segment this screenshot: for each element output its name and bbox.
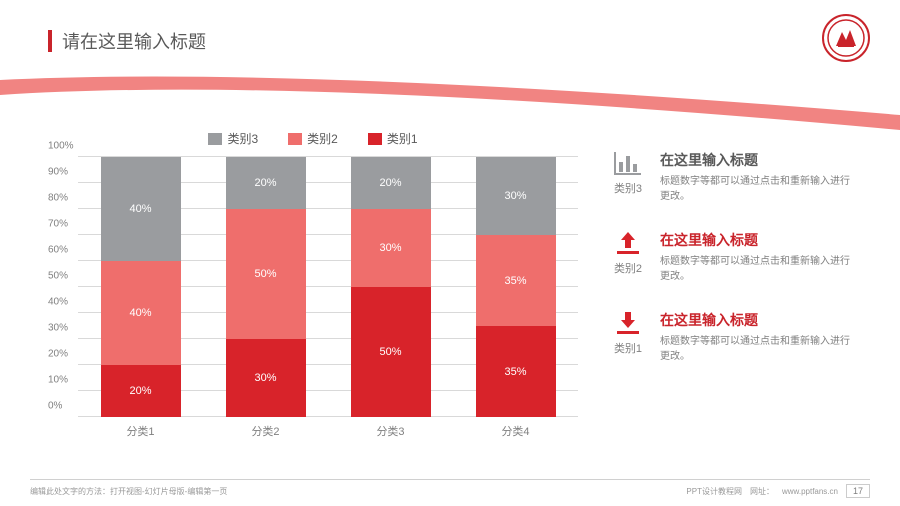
info-text: 在这里输入标题 标题数字等都可以通过点击和重新输入进行更改。 [660,150,858,204]
bar-segment: 40% [101,261,181,365]
x-label: 分类3 [376,423,404,439]
footer-hint: 编辑此处文字的方法：打开视图-幻灯片母版-编辑第一页 [30,486,227,497]
y-tick: 0% [48,401,62,412]
content-area: 类别3 类别2 类别1 0%10%20%30%40%50%60%70%80%90… [48,130,858,450]
chart-plot: 0%10%20%30%40%50%60%70%80%90%100%40%40%2… [78,157,578,417]
x-label: 分类1 [126,423,154,439]
legend-swatch [288,133,302,145]
bar-group: 20%50%30% [226,157,306,417]
y-tick: 70% [48,219,68,230]
bar-segment: 20% [101,365,181,417]
info-desc: 标题数字等都可以通过点击和重新输入进行更改。 [660,334,858,364]
bar-segment: 50% [351,287,431,417]
bars-container: 40%40%20%20%50%30%20%30%50%30%35%35% [78,157,578,417]
header: 请在这里输入标题 [48,28,206,54]
info-title: 在这里输入标题 [660,310,858,330]
info-desc: 标题数字等都可以通过点击和重新输入进行更改。 [660,174,858,204]
upload-icon: 类别2 [608,230,648,284]
footer-brand: PPT设计教程网 [686,486,742,497]
info-block-1: 类别1 在这里输入标题 标题数字等都可以通过点击和重新输入进行更改。 [608,310,858,364]
y-tick: 20% [48,349,68,360]
footer: 编辑此处文字的方法：打开视图-幻灯片母版-编辑第一页 PPT设计教程网 网址： … [0,484,900,498]
footer-right: PPT设计教程网 网址： www.pptfans.cn 17 [686,484,870,498]
y-tick: 100% [48,141,74,152]
bar-segment: 20% [351,157,431,209]
y-tick: 90% [48,167,68,178]
info-title: 在这里输入标题 [660,230,858,250]
chart-x-labels: 分类1 分类2 分类3 分类4 [78,423,578,439]
legend-item-1: 类别1 [368,130,418,147]
info-panel: 类别3 在这里输入标题 标题数字等都可以通过点击和重新输入进行更改。 类别2 在… [578,130,858,450]
info-title: 在这里输入标题 [660,150,858,170]
y-tick: 30% [48,323,68,334]
legend-swatch [368,133,382,145]
bar-segment: 20% [226,157,306,209]
logo [822,14,870,62]
bar-segment: 50% [226,209,306,339]
y-tick: 40% [48,297,68,308]
bar-group: 40%40%20% [101,157,181,417]
bar-group: 30%35%35% [476,157,556,417]
download-icon: 类别1 [608,310,648,364]
legend-item-2: 类别2 [288,130,338,147]
bar-group: 20%30%50% [351,157,431,417]
slide: 请在这里输入标题 类别3 类别2 类别1 0%10%20%30%40%50%60… [0,0,900,506]
stacked-bar-chart: 类别3 类别2 类别1 0%10%20%30%40%50%60%70%80%90… [48,130,578,450]
bar-segment: 35% [476,235,556,326]
x-label: 分类2 [251,423,279,439]
info-block-3: 类别3 在这里输入标题 标题数字等都可以通过点击和重新输入进行更改。 [608,150,858,204]
y-tick: 50% [48,271,68,282]
info-text: 在这里输入标题 标题数字等都可以通过点击和重新输入进行更改。 [660,230,858,284]
bar-segment: 30% [476,157,556,235]
bar-segment: 40% [101,157,181,261]
y-tick: 10% [48,375,68,386]
y-tick: 60% [48,245,68,256]
legend-swatch [208,133,222,145]
page-title: 请在这里输入标题 [62,28,206,54]
info-text: 在这里输入标题 标题数字等都可以通过点击和重新输入进行更改。 [660,310,858,364]
footer-divider [30,479,870,480]
x-label: 分类4 [501,423,529,439]
info-block-2: 类别2 在这里输入标题 标题数字等都可以通过点击和重新输入进行更改。 [608,230,858,284]
page-number: 17 [846,484,870,498]
legend-item-3: 类别3 [208,130,258,147]
bar-segment: 35% [476,326,556,417]
chart-legend: 类别3 类别2 类别1 [48,130,578,147]
info-desc: 标题数字等都可以通过点击和重新输入进行更改。 [660,254,858,284]
y-tick: 80% [48,193,68,204]
footer-url: www.pptfans.cn [782,487,838,496]
header-accent-bar [48,30,52,52]
footer-url-label: 网址： [750,486,774,497]
bar-segment: 30% [226,339,306,417]
bar-segment: 30% [351,209,431,287]
swoosh-decoration [0,60,900,130]
bar-chart-icon: 类别3 [608,150,648,204]
